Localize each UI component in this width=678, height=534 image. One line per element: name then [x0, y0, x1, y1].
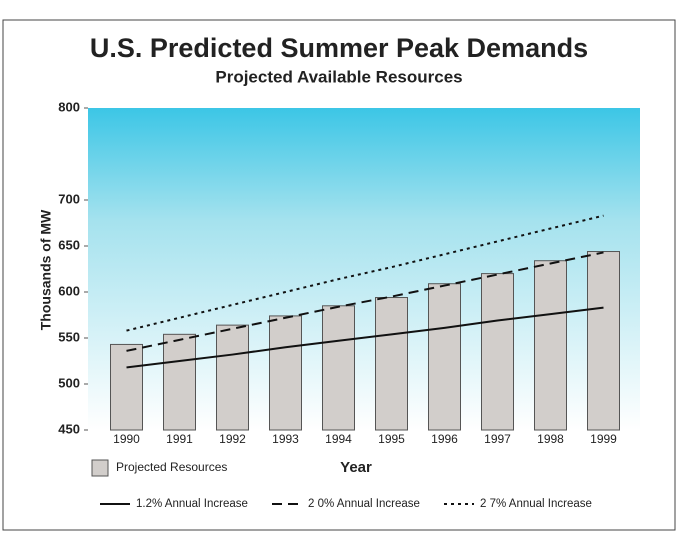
x-tick-label: 1993 [272, 432, 299, 446]
x-tick-label: 1992 [219, 432, 246, 446]
legend-label: 2 0% Annual Increase [308, 498, 420, 510]
x-tick-label: 1990 [113, 432, 140, 446]
y-tick-label: 800 [58, 99, 80, 114]
legend-label: 1.2% Annual Increase [136, 498, 248, 510]
x-tick-label: 1994 [325, 432, 352, 446]
y-tick-label: 700 [58, 191, 80, 206]
bar [269, 315, 302, 431]
bar [110, 343, 143, 431]
bar [428, 283, 461, 431]
trend-line [126, 214, 604, 332]
y-tick-label: 450 [58, 421, 80, 436]
y-tick-label: 600 [58, 283, 80, 298]
bar [216, 324, 249, 431]
legend-label: Projected Resources [116, 460, 227, 474]
x-axis-label: Year [340, 459, 372, 476]
x-tick-label: 1997 [484, 432, 511, 446]
legend-label: 2 7% Annual Increase [480, 498, 592, 510]
y-tick-label: 650 [58, 237, 80, 252]
bar [163, 333, 196, 431]
chart-title: U.S. Predicted Summer Peak Demands [90, 33, 588, 63]
trend-line [126, 251, 604, 352]
x-tick-label: 1995 [378, 432, 405, 446]
x-tick-label: 1996 [431, 432, 458, 446]
trend-line [126, 306, 604, 369]
bar [481, 273, 514, 431]
bar [587, 251, 620, 431]
bar [375, 297, 408, 431]
legend-swatch [91, 459, 109, 477]
chart-subtitle: Projected Available Resources [215, 67, 462, 86]
frame [2, 19, 676, 531]
bar [534, 260, 567, 431]
x-tick-label: 1998 [537, 432, 564, 446]
x-tick-label: 1991 [166, 432, 193, 446]
y-tick-label: 500 [58, 375, 80, 390]
x-tick-label: 1999 [590, 432, 617, 446]
y-tick-label: 550 [58, 329, 80, 344]
bar [322, 305, 355, 431]
y-axis-label: Thousands of MW [38, 209, 54, 330]
